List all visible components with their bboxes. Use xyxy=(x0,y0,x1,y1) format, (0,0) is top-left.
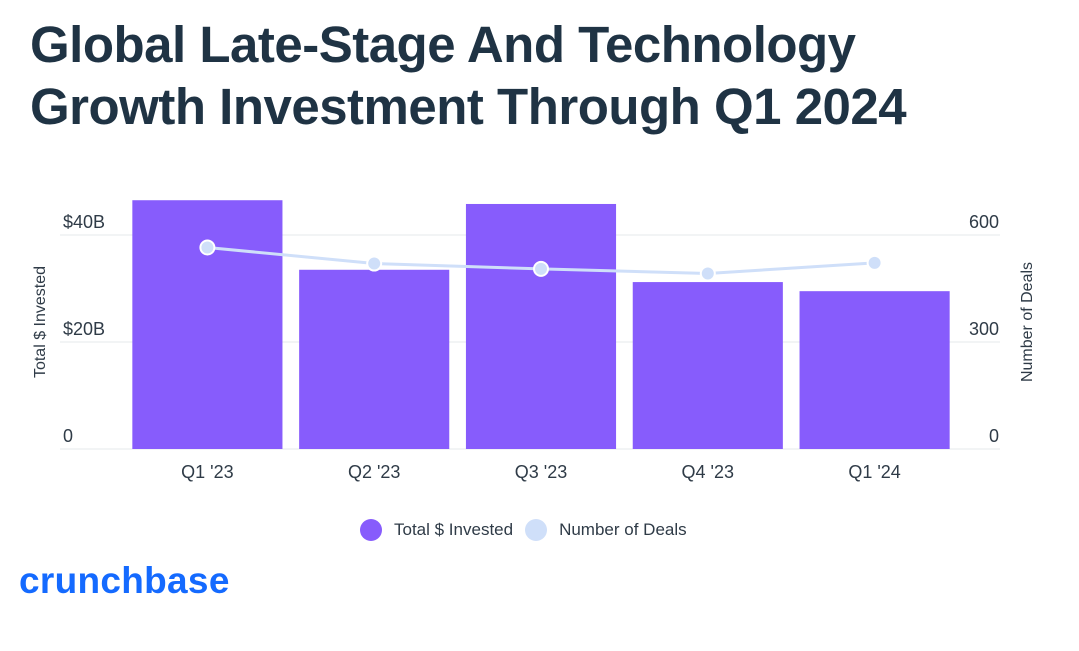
bar-invested[interactable] xyxy=(632,282,783,449)
legend-swatch-deals xyxy=(525,519,548,541)
legend-item-invested[interactable]: Total $ Invested xyxy=(360,519,513,541)
x-tick-label: Q4 '23 xyxy=(682,462,734,482)
y-axis-left-label: Total $ Invested xyxy=(32,266,49,378)
bar-invested[interactable] xyxy=(299,269,450,449)
legend-label-deals: Number of Deals xyxy=(559,520,687,539)
line-series xyxy=(199,239,883,282)
legend-swatch-invested xyxy=(360,519,382,541)
y-tick-left: 0 xyxy=(63,426,73,446)
bar-invested[interactable] xyxy=(132,200,283,449)
x-tick-label: Q1 '24 xyxy=(848,462,900,482)
y-tick-right: 300 xyxy=(969,319,999,339)
title-line-1: Global Late-Stage And Technology xyxy=(30,16,856,73)
x-tick-label: Q1 '23 xyxy=(181,462,233,482)
y-tick-right: 0 xyxy=(989,426,999,446)
x-tick-label: Q3 '23 xyxy=(515,462,567,482)
bar-invested[interactable] xyxy=(465,203,617,449)
legend-label-invested: Total $ Invested xyxy=(394,520,514,539)
chart-title: Global Late-Stage And Technology Growth … xyxy=(30,14,1050,138)
y-tick-left: $20B xyxy=(63,319,105,339)
deals-point[interactable] xyxy=(866,254,883,271)
legend-item-deals[interactable]: Number of Deals xyxy=(525,519,687,541)
bar-invested[interactable] xyxy=(799,291,950,449)
bar-series xyxy=(132,200,950,449)
title-line-2: Growth Investment Through Q1 2024 xyxy=(30,78,907,135)
y-tick-right: 600 xyxy=(969,212,999,232)
deals-point[interactable] xyxy=(199,239,216,256)
y-tick-left: $40B xyxy=(63,212,105,232)
legend: Total $ Invested Number of Deals xyxy=(360,515,699,545)
y-axis-right-label: Number of Deals xyxy=(1019,262,1036,382)
crunchbase-logo: crunchbase xyxy=(19,560,230,601)
x-tick-label: Q2 '23 xyxy=(348,462,400,482)
deals-point[interactable] xyxy=(366,255,383,272)
deals-point[interactable] xyxy=(533,260,549,277)
axes: Total $ Invested Number of Deals 0 0 $20B 3… xyxy=(32,212,1036,482)
deals-point[interactable] xyxy=(699,265,716,282)
